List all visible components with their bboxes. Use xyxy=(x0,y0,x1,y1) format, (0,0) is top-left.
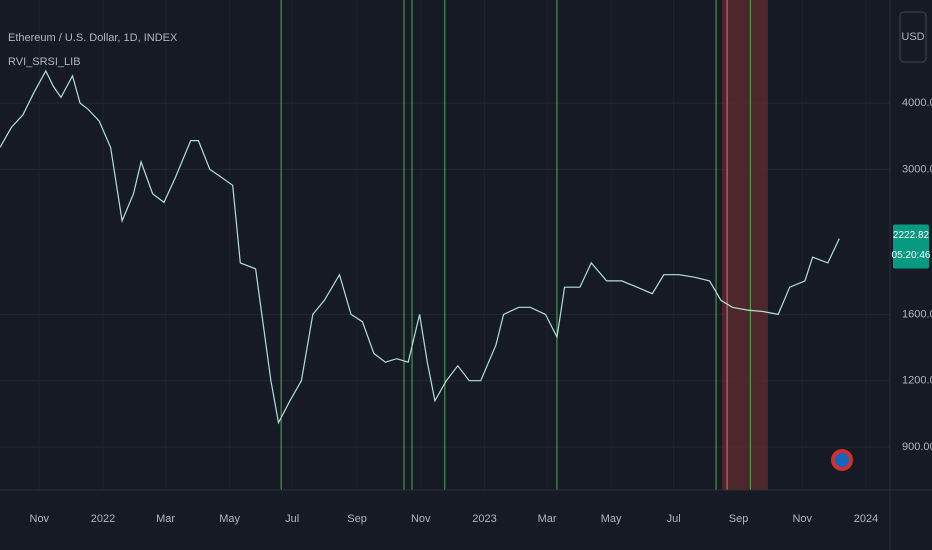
price-badge xyxy=(893,224,929,269)
x-tick-label: May xyxy=(219,513,240,525)
indicator-label: RVI_SRSI_LIB xyxy=(8,56,81,68)
logo-core xyxy=(835,453,849,467)
x-tick-label: Mar xyxy=(538,513,557,525)
y-tick-label: 3000.00 xyxy=(902,163,932,175)
x-tick-label: May xyxy=(601,513,622,525)
x-tick-label: Jul xyxy=(285,513,299,525)
y-tick-label: 1600.00 xyxy=(902,308,932,320)
x-tick-label: Sep xyxy=(347,513,367,525)
countdown-label: 05:20:46 xyxy=(892,250,931,261)
x-tick-label: Sep xyxy=(729,513,749,525)
axes-layer: 4000.00 3000.00 1600.00 1200.00 900.00 Nov 202… xyxy=(30,97,932,525)
logo xyxy=(831,449,853,471)
chart-title: Ethereum / U.S. Dollar, 1D, INDEX xyxy=(8,32,178,44)
y-tick-label: 900.00 xyxy=(902,441,932,453)
currency-label[interactable]: USD xyxy=(901,31,924,43)
x-tick-label: Nov xyxy=(411,513,431,525)
x-tick-label: Nov xyxy=(792,513,812,525)
y-tick-label: 1200.00 xyxy=(902,375,932,387)
x-tick-label: 2022 xyxy=(91,513,115,525)
x-tick-label: Nov xyxy=(30,513,50,525)
shaded-range xyxy=(722,0,768,490)
x-tick-label: Jul xyxy=(667,513,681,525)
y-tick-label: 4000.00 xyxy=(902,97,932,109)
currency-button[interactable] xyxy=(899,11,927,63)
price-line xyxy=(0,69,840,425)
x-tick-label: 2024 xyxy=(854,513,878,525)
price-badge-label: 2222.82 xyxy=(893,230,930,241)
x-tick-label: Mar xyxy=(156,513,175,525)
x-tick-label: 2023 xyxy=(472,513,496,525)
plot-layer xyxy=(0,0,840,490)
